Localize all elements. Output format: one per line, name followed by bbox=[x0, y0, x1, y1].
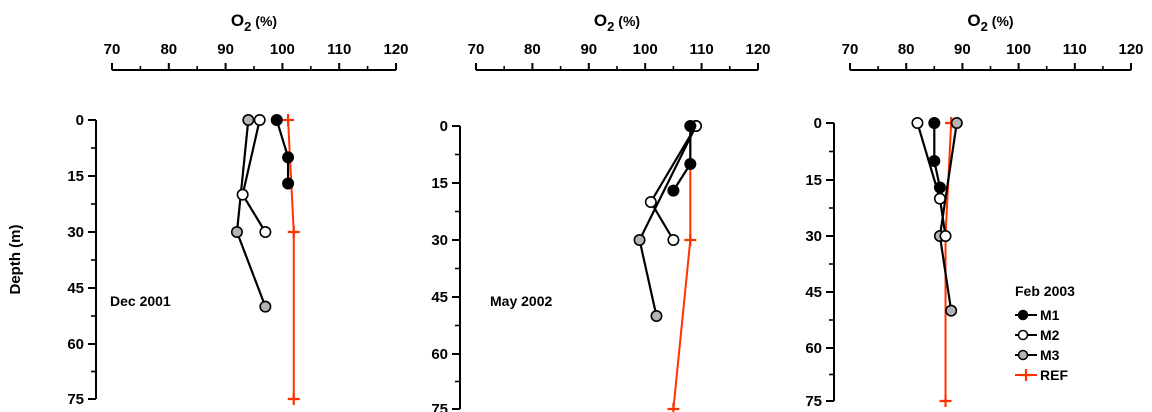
data-point-m3 bbox=[242, 114, 255, 127]
series-line-m2 bbox=[916, 122, 947, 237]
y-tick-label: 45 bbox=[67, 280, 84, 297]
series-line-m3 bbox=[235, 119, 267, 308]
chart-panel-3: 70 80 90 100 110 120 O2 (%) 0 15 30 45 60 75 Feb 2003… bbox=[805, 11, 1143, 410]
x-tick-label: 80 bbox=[524, 41, 541, 58]
series-line-m2 bbox=[649, 125, 697, 241]
y-tick-label: 0 bbox=[440, 118, 448, 135]
x-tick-label: 80 bbox=[898, 41, 915, 58]
x-tick-label: 120 bbox=[1118, 41, 1143, 58]
data-point-ref bbox=[287, 393, 300, 405]
legend-label-m2: M2 bbox=[1040, 327, 1060, 343]
x-tick-label: 120 bbox=[745, 41, 770, 58]
x-tick-label: 70 bbox=[104, 41, 121, 58]
legend-marker-ref bbox=[1020, 369, 1032, 381]
y-tick-label: 0 bbox=[76, 112, 84, 129]
data-point-m2 bbox=[644, 196, 657, 209]
x-tick-label: 110 bbox=[689, 41, 713, 58]
y-tick-label: 0 bbox=[814, 115, 822, 132]
data-point-m1 bbox=[270, 114, 283, 127]
data-point-ref bbox=[939, 395, 952, 407]
legend-label-m1: M1 bbox=[1040, 307, 1060, 323]
x-tick-label: 120 bbox=[383, 41, 408, 58]
data-point-ref bbox=[287, 226, 300, 238]
x-tick-label: 90 bbox=[954, 41, 971, 58]
y-tick-label: 45 bbox=[805, 284, 822, 301]
x-axis-title: O2 (%) bbox=[231, 11, 277, 34]
legend-title: Feb 2003 bbox=[1015, 283, 1075, 299]
chart-panel-1: 70 80 90 100 110 120 O2 (%) 0 15 30 45 60 75 Depth (m… bbox=[7, 11, 409, 408]
y-axis-title: Depth (m) bbox=[7, 225, 24, 295]
data-point-ref bbox=[282, 114, 295, 126]
series-line-m3 bbox=[638, 125, 697, 317]
legend-marker-m2 bbox=[1017, 329, 1029, 341]
data-point-m1 bbox=[933, 181, 946, 194]
data-point-m1 bbox=[684, 158, 697, 171]
x-tick-label: 70 bbox=[842, 41, 859, 58]
y-tick-label: 75 bbox=[805, 393, 822, 410]
data-point-m1 bbox=[928, 117, 941, 130]
y-tick-label: 15 bbox=[805, 172, 822, 189]
data-point-m3 bbox=[650, 309, 663, 322]
data-point-m2 bbox=[933, 192, 946, 205]
y-tick-label: 60 bbox=[805, 340, 822, 357]
y-tick-label: 30 bbox=[805, 228, 822, 245]
chart-panel-2: 70 80 90 100 110 120 O2 (%) 0 15 30 45 60 75 May 2002 bbox=[431, 11, 771, 412]
data-point-m2 bbox=[911, 117, 924, 130]
y-tick-label: 45 bbox=[431, 289, 448, 306]
y-tick-label: 60 bbox=[67, 336, 84, 353]
y-tick-label: 75 bbox=[431, 401, 448, 412]
y-tick-label: 15 bbox=[431, 175, 448, 192]
y-tick-label: 30 bbox=[67, 224, 84, 241]
data-point-m1 bbox=[282, 177, 295, 190]
x-axis-title: O2 (%) bbox=[594, 11, 640, 34]
data-point-m1 bbox=[928, 155, 941, 168]
x-tick-label: 80 bbox=[160, 41, 177, 58]
y-tick-label: 75 bbox=[67, 391, 84, 408]
legend: Feb 2003 M1 M2 M3 REF bbox=[1015, 283, 1075, 383]
data-point-m3 bbox=[945, 304, 958, 317]
y-tick-label: 60 bbox=[431, 346, 448, 363]
data-point-m2 bbox=[253, 114, 266, 127]
x-tick-label: 100 bbox=[633, 41, 658, 58]
data-point-m1 bbox=[282, 151, 295, 164]
legend-marker-m3 bbox=[1017, 349, 1029, 361]
data-point-m3 bbox=[259, 300, 272, 313]
x-tick-label: 100 bbox=[270, 41, 295, 58]
x-axis-title: O2 (%) bbox=[967, 11, 1013, 34]
panel-label: May 2002 bbox=[490, 293, 552, 309]
data-point-m3 bbox=[633, 234, 646, 247]
panel-label: Dec 2001 bbox=[110, 293, 171, 309]
data-point-m2 bbox=[939, 230, 952, 243]
legend-label-m3: M3 bbox=[1040, 347, 1060, 363]
y-tick-label: 30 bbox=[431, 232, 448, 249]
y-tick-label: 15 bbox=[67, 168, 84, 185]
x-tick-label: 110 bbox=[327, 41, 351, 58]
x-tick-label: 110 bbox=[1063, 41, 1087, 58]
x-tick-label: 100 bbox=[1006, 41, 1031, 58]
data-point-m2 bbox=[236, 188, 249, 201]
legend-label-ref: REF bbox=[1040, 367, 1068, 383]
data-point-m3 bbox=[950, 117, 963, 130]
x-tick-label: 70 bbox=[468, 41, 485, 58]
data-point-m2 bbox=[667, 234, 680, 247]
data-point-m3 bbox=[230, 226, 243, 239]
x-tick-label: 90 bbox=[217, 41, 234, 58]
data-point-m1 bbox=[684, 120, 697, 133]
data-point-m1 bbox=[667, 184, 680, 197]
data-point-ref bbox=[667, 403, 680, 412]
legend-marker-m1 bbox=[1017, 309, 1029, 321]
data-point-ref bbox=[684, 234, 697, 246]
data-point-m2 bbox=[259, 226, 272, 239]
x-tick-label: 90 bbox=[580, 41, 597, 58]
